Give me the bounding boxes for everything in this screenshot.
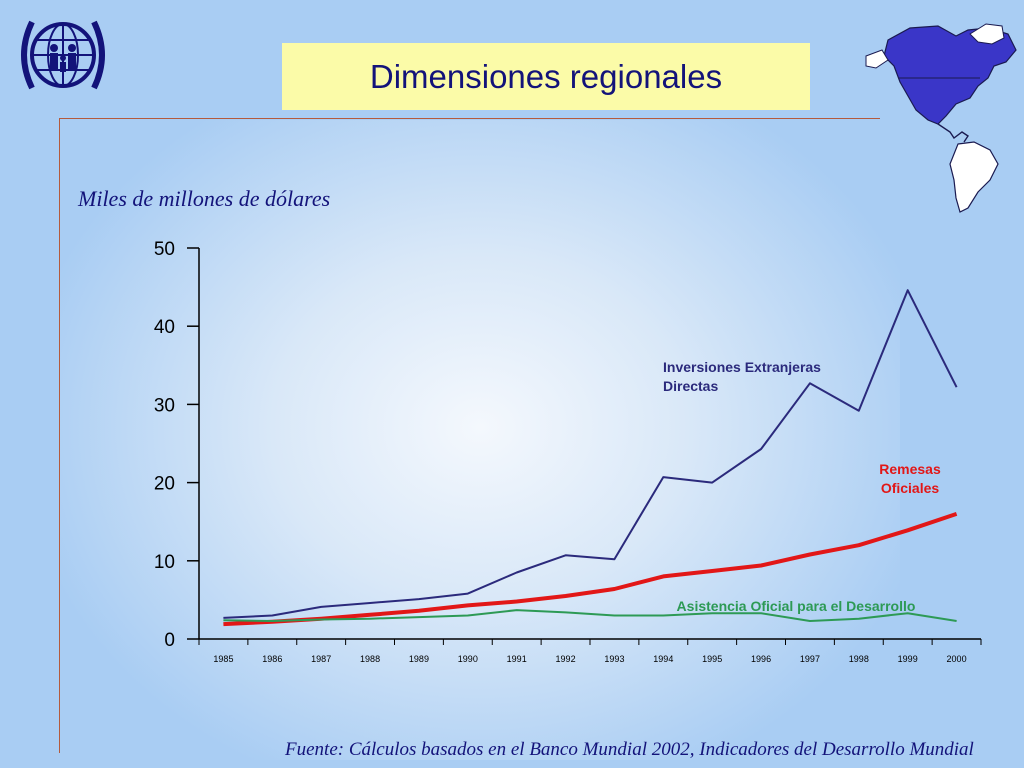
page-title: Dimensiones regionales	[369, 57, 723, 95]
label-remesas: Remesas	[879, 461, 941, 477]
x-tick-label: 1994	[653, 654, 673, 664]
source-note: Fuente: Cálculos basados en el Banco Mun…	[285, 739, 974, 760]
x-tick-label: 1991	[507, 654, 527, 664]
org-logo-icon	[21, 20, 105, 90]
series-line-remesas	[223, 512, 958, 627]
x-tick-label: 2000	[947, 654, 967, 664]
frame-left-line	[59, 118, 60, 753]
y-tick-label: 20	[154, 474, 175, 495]
background-glow	[60, 120, 900, 760]
y-tick-label: 10	[154, 552, 175, 573]
x-tick-label: 1999	[898, 654, 918, 664]
series-line-inversiones	[223, 289, 958, 619]
x-tick-label: 1992	[556, 654, 576, 664]
label-asistencia: Asistencia Oficial para el Desarrollo	[677, 598, 916, 614]
x-tick-label: 1985	[213, 654, 233, 664]
y-tick-label: 30	[154, 395, 175, 416]
x-tick-label: 1989	[409, 654, 429, 664]
americas-map-icon	[865, 23, 1017, 213]
label-remesas: Oficiales	[881, 480, 940, 496]
label-inversiones: Inversiones Extranjeras	[663, 359, 821, 375]
x-tick-label: 1986	[262, 654, 282, 664]
x-tick-label: 1995	[702, 654, 722, 664]
x-tick-label: 1990	[458, 654, 478, 664]
x-tick-label: 1997	[800, 654, 820, 664]
title-box: Dimensiones regionales	[282, 43, 810, 110]
x-tick-label: 1996	[751, 654, 771, 664]
label-inversiones: Directas	[663, 378, 718, 394]
series-line-asistencia	[223, 609, 957, 622]
x-tick-label: 1988	[360, 654, 380, 664]
x-tick-label: 1993	[604, 654, 624, 664]
x-tick-label: 1998	[849, 654, 869, 664]
y-tick-label: 50	[154, 239, 175, 260]
y-tick-label: 40	[154, 317, 175, 338]
frame-top-line	[60, 118, 880, 119]
x-tick-label: 1987	[311, 654, 331, 664]
y-unit-label: Miles de millones de dólares	[78, 186, 331, 211]
y-tick-label: 0	[164, 630, 175, 651]
